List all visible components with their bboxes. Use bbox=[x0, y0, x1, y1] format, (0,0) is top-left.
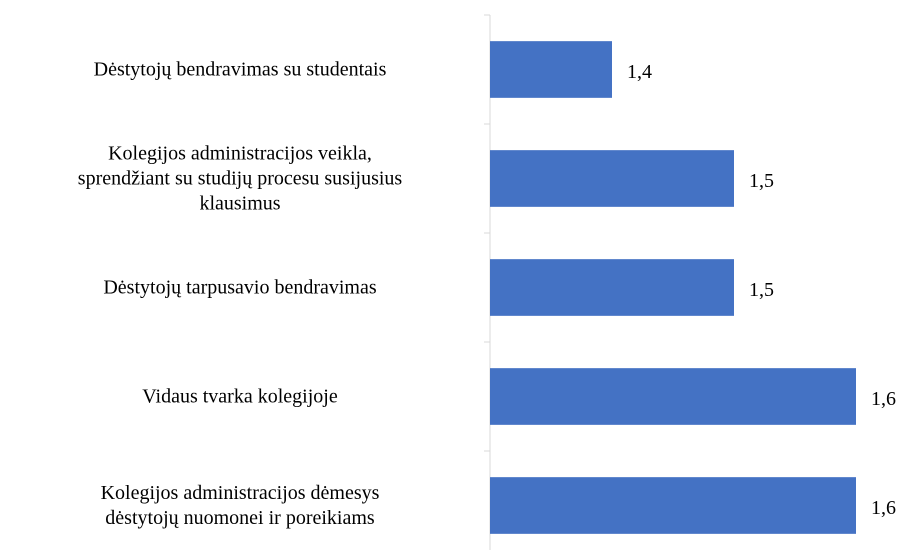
value-label: 1,4 bbox=[627, 61, 652, 83]
bar bbox=[490, 477, 856, 534]
bar bbox=[490, 41, 612, 98]
category-label: Kolegijos administracijos veikla, sprend… bbox=[77, 142, 403, 214]
category-label: Dėstytojų bendravimas su studentais bbox=[93, 58, 387, 80]
value-label: 1,6 bbox=[871, 497, 896, 519]
value-label: 1,5 bbox=[749, 279, 774, 301]
category-label: Vidaus tvarka kolegijoje bbox=[142, 385, 338, 407]
bar bbox=[490, 259, 734, 316]
bar bbox=[490, 150, 734, 207]
value-label: 1,5 bbox=[749, 170, 774, 192]
value-label: 1,6 bbox=[871, 388, 896, 410]
bar bbox=[490, 368, 856, 425]
category-label: Kolegijos administracijos dėmesys dėstyt… bbox=[100, 481, 380, 529]
category-label: Dėstytojų tarpusavio bendravimas bbox=[103, 276, 377, 298]
